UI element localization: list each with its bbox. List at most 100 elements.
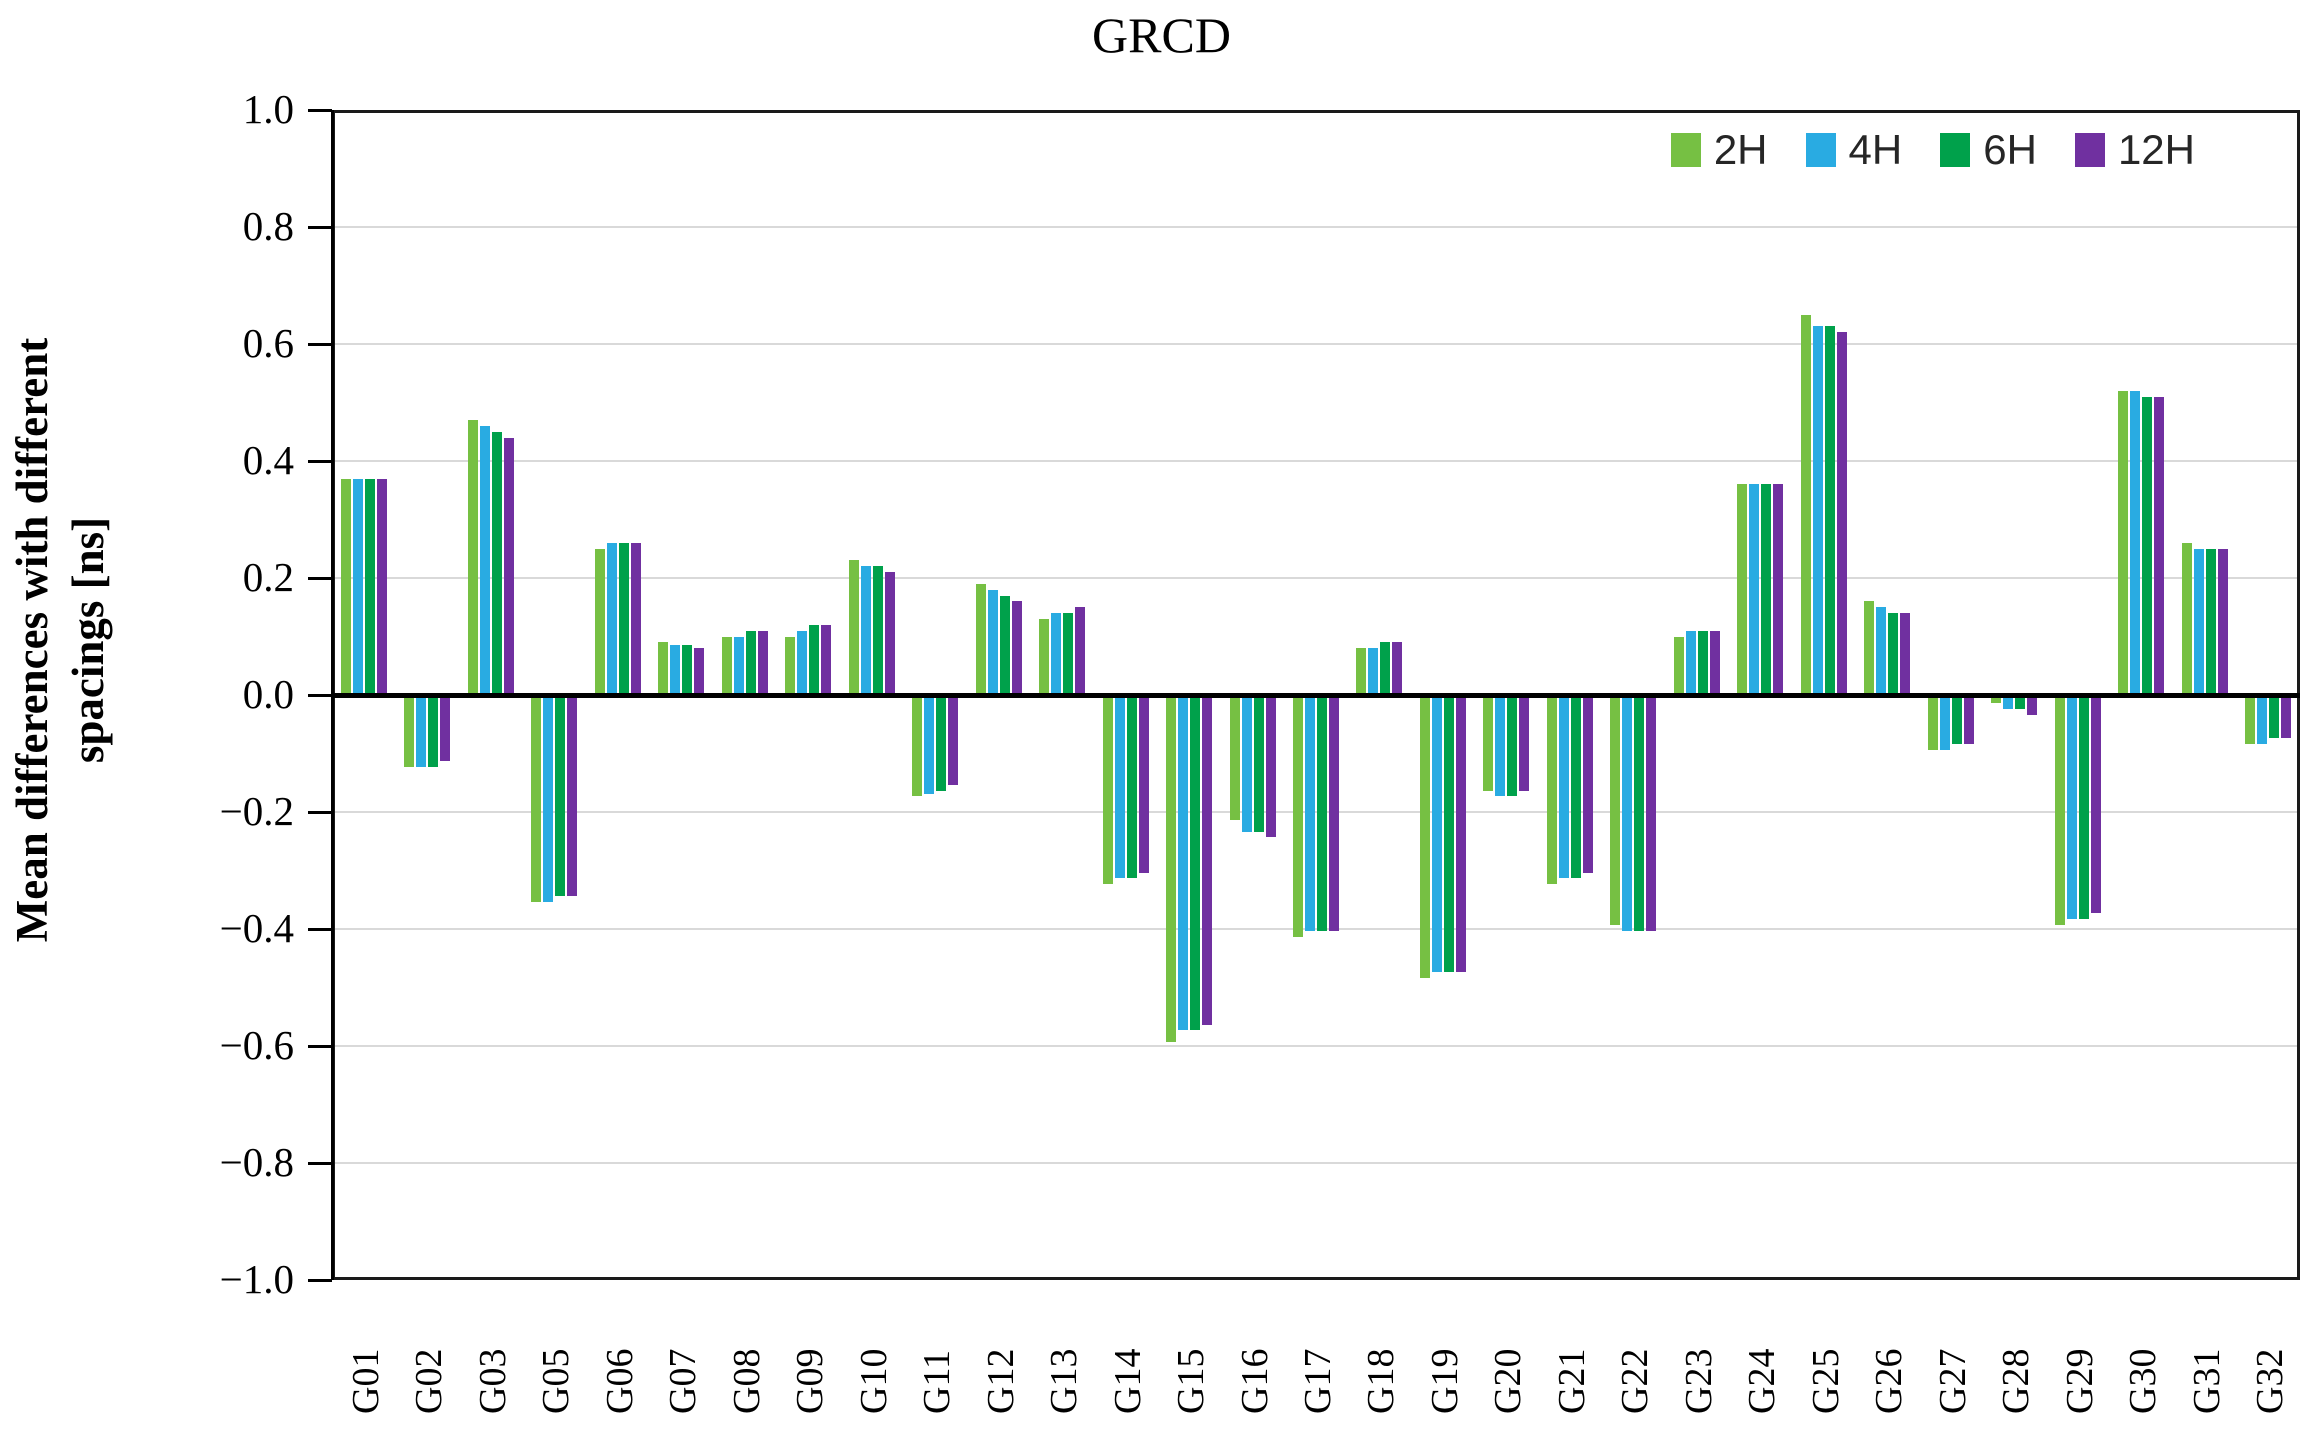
bar-g16-12h	[1265, 697, 1276, 838]
bar-g17-2h	[1293, 697, 1303, 937]
bar-g30-2h	[2118, 390, 2129, 695]
gridline	[332, 460, 2300, 462]
bar-g25-12h	[1836, 332, 1847, 695]
bar-g26-2h	[1864, 601, 1875, 695]
bar-g20-2h	[1483, 697, 1494, 791]
x-tick-label-g05: G05	[535, 1348, 578, 1414]
x-tick-label-g21: G21	[1550, 1348, 1593, 1414]
bar-g11-12h	[948, 697, 959, 785]
bar-g17-12h	[1329, 697, 1339, 931]
bar-g31-12h	[2217, 548, 2228, 695]
y-tick-mark	[308, 343, 332, 346]
gridline	[332, 1162, 2300, 1164]
legend-swatch-12h	[2074, 133, 2105, 167]
bar-g29-2h	[2054, 697, 2065, 926]
bar-g19-12h	[1455, 697, 1466, 972]
x-tick-label-g14: G14	[1106, 1348, 1149, 1414]
y-axis-title-line1: Mean differences with different	[7, 337, 57, 943]
legend-swatch-2h	[1670, 133, 1701, 167]
bar-g01-4h	[352, 478, 363, 695]
legend-item-2h: 2H	[1670, 126, 1768, 174]
x-tick-label-g24: G24	[1741, 1348, 1784, 1414]
bar-g11-4h	[924, 697, 935, 794]
bar-g06-2h	[594, 548, 605, 695]
bar-g29-4h	[2066, 697, 2077, 920]
x-tick-label-g03: G03	[471, 1348, 514, 1414]
x-tick-label-g25: G25	[1804, 1348, 1847, 1414]
bar-g15-12h	[1202, 697, 1213, 1025]
bar-g03-2h	[467, 420, 478, 695]
bar-g26-6h	[1888, 613, 1899, 695]
y-tick-label: −0.2	[219, 788, 294, 834]
bar-g06-6h	[618, 542, 629, 695]
legend-label-12h: 12H	[2117, 126, 2195, 173]
bar-g18-4h	[1368, 648, 1379, 695]
bar-g18-2h	[1356, 648, 1367, 695]
x-tick-label-g31: G31	[2185, 1348, 2228, 1414]
legend-item-4h: 4H	[1805, 126, 1902, 174]
y-tick-mark	[308, 694, 332, 697]
y-tick-label: 0.0	[242, 671, 294, 717]
bar-g01-2h	[340, 478, 351, 695]
y-tick-label: 0.8	[242, 203, 294, 249]
y-tick-mark	[308, 1045, 332, 1048]
bar-g16-2h	[1229, 697, 1240, 820]
y-tick-label: 1.0	[242, 86, 294, 132]
x-tick-label-g06: G06	[598, 1348, 641, 1414]
bar-g14-6h	[1126, 697, 1137, 879]
bar-g16-6h	[1253, 697, 1264, 832]
bar-g13-4h	[1051, 613, 1062, 695]
bar-g12-12h	[1011, 601, 1022, 695]
bar-g23-2h	[1673, 636, 1684, 695]
bar-g32-4h	[2257, 697, 2268, 744]
bar-g23-6h	[1697, 630, 1708, 695]
x-tick-label-g16: G16	[1233, 1348, 1276, 1414]
zero-axis-line	[332, 693, 2300, 698]
bar-g28-4h	[2003, 697, 2014, 709]
bar-g05-12h	[567, 697, 578, 896]
bar-g19-4h	[1431, 697, 1442, 972]
x-tick-label-g02: G02	[408, 1348, 451, 1414]
bar-g21-6h	[1570, 697, 1581, 879]
y-tick-mark	[308, 226, 332, 229]
gridline	[332, 577, 2300, 579]
bar-g13-2h	[1039, 618, 1050, 695]
bar-g32-12h	[2281, 697, 2292, 738]
x-tick-label-g23: G23	[1677, 1348, 1720, 1414]
x-tick-label-g01: G01	[344, 1348, 387, 1414]
bar-g20-4h	[1495, 697, 1506, 797]
bar-g07-12h	[694, 648, 705, 695]
x-tick-label-g30: G30	[2122, 1348, 2165, 1414]
y-tick-mark	[308, 109, 332, 112]
x-tick-label-g15: G15	[1170, 1348, 1213, 1414]
bar-g22-12h	[1646, 697, 1657, 931]
y-tick-label: 0.4	[242, 437, 294, 483]
bar-g02-6h	[428, 697, 439, 768]
bar-g28-6h	[2015, 697, 2026, 709]
bar-g09-12h	[821, 624, 832, 695]
y-tick-label: −0.4	[219, 905, 294, 951]
bar-g25-2h	[1800, 314, 1811, 695]
bar-g12-6h	[999, 595, 1010, 695]
bar-g10-6h	[872, 566, 883, 695]
gridline	[332, 928, 2300, 930]
x-tick-label-g07: G07	[662, 1348, 705, 1414]
x-tick-label-g29: G29	[2058, 1348, 2101, 1414]
x-tick-label-g12: G12	[979, 1348, 1022, 1414]
x-tick-label-g32: G32	[2249, 1348, 2292, 1414]
bar-g22-6h	[1634, 697, 1645, 931]
bar-g29-12h	[2090, 697, 2101, 914]
legend-item-6h: 6H	[1940, 126, 2037, 174]
bar-g31-6h	[2205, 548, 2216, 695]
x-tick-label-g20: G20	[1487, 1348, 1530, 1414]
x-tick-label-g13: G13	[1043, 1348, 1086, 1414]
bar-g21-4h	[1558, 697, 1569, 879]
bar-g02-2h	[404, 697, 415, 768]
bar-g10-4h	[860, 566, 871, 695]
legend-swatch-4h	[1805, 133, 1836, 167]
bar-g07-6h	[682, 645, 693, 695]
bar-g24-2h	[1737, 484, 1748, 695]
y-tick-label: −0.8	[219, 1139, 294, 1185]
y-axis-title-line2: spacings [ns]	[63, 516, 113, 764]
gridline	[332, 1045, 2300, 1047]
